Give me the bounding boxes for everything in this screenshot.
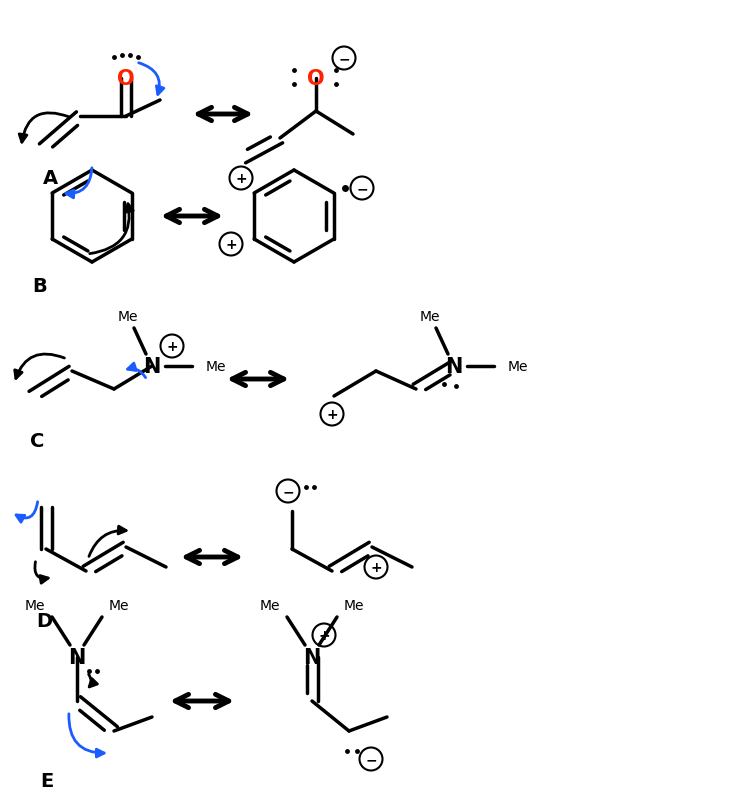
Text: A: A	[43, 169, 57, 188]
Text: Me: Me	[118, 310, 138, 324]
Text: −: −	[338, 52, 350, 66]
Text: E: E	[40, 771, 54, 791]
Text: +: +	[370, 560, 382, 574]
Text: +: +	[318, 629, 330, 642]
Text: +: +	[326, 407, 338, 422]
Text: Me: Me	[260, 599, 280, 612]
Text: N: N	[68, 647, 85, 667]
Text: D: D	[36, 611, 52, 631]
Text: C: C	[30, 432, 44, 451]
Text: B: B	[32, 277, 47, 296]
Text: Me: Me	[420, 310, 440, 324]
Text: Me: Me	[344, 599, 364, 612]
Text: −: −	[365, 752, 377, 766]
Text: Me: Me	[24, 599, 45, 612]
Text: N: N	[445, 357, 463, 376]
Text: +: +	[166, 340, 178, 354]
Text: −: −	[282, 484, 294, 499]
Text: O: O	[117, 69, 135, 89]
Text: Me: Me	[508, 359, 528, 374]
Text: Me: Me	[109, 599, 130, 612]
Text: −: −	[356, 182, 368, 195]
Text: +: +	[225, 238, 237, 251]
Text: +: +	[236, 172, 247, 186]
Text: N: N	[144, 357, 160, 376]
Text: N: N	[303, 647, 321, 667]
Text: O: O	[307, 69, 325, 89]
Text: Me: Me	[206, 359, 227, 374]
